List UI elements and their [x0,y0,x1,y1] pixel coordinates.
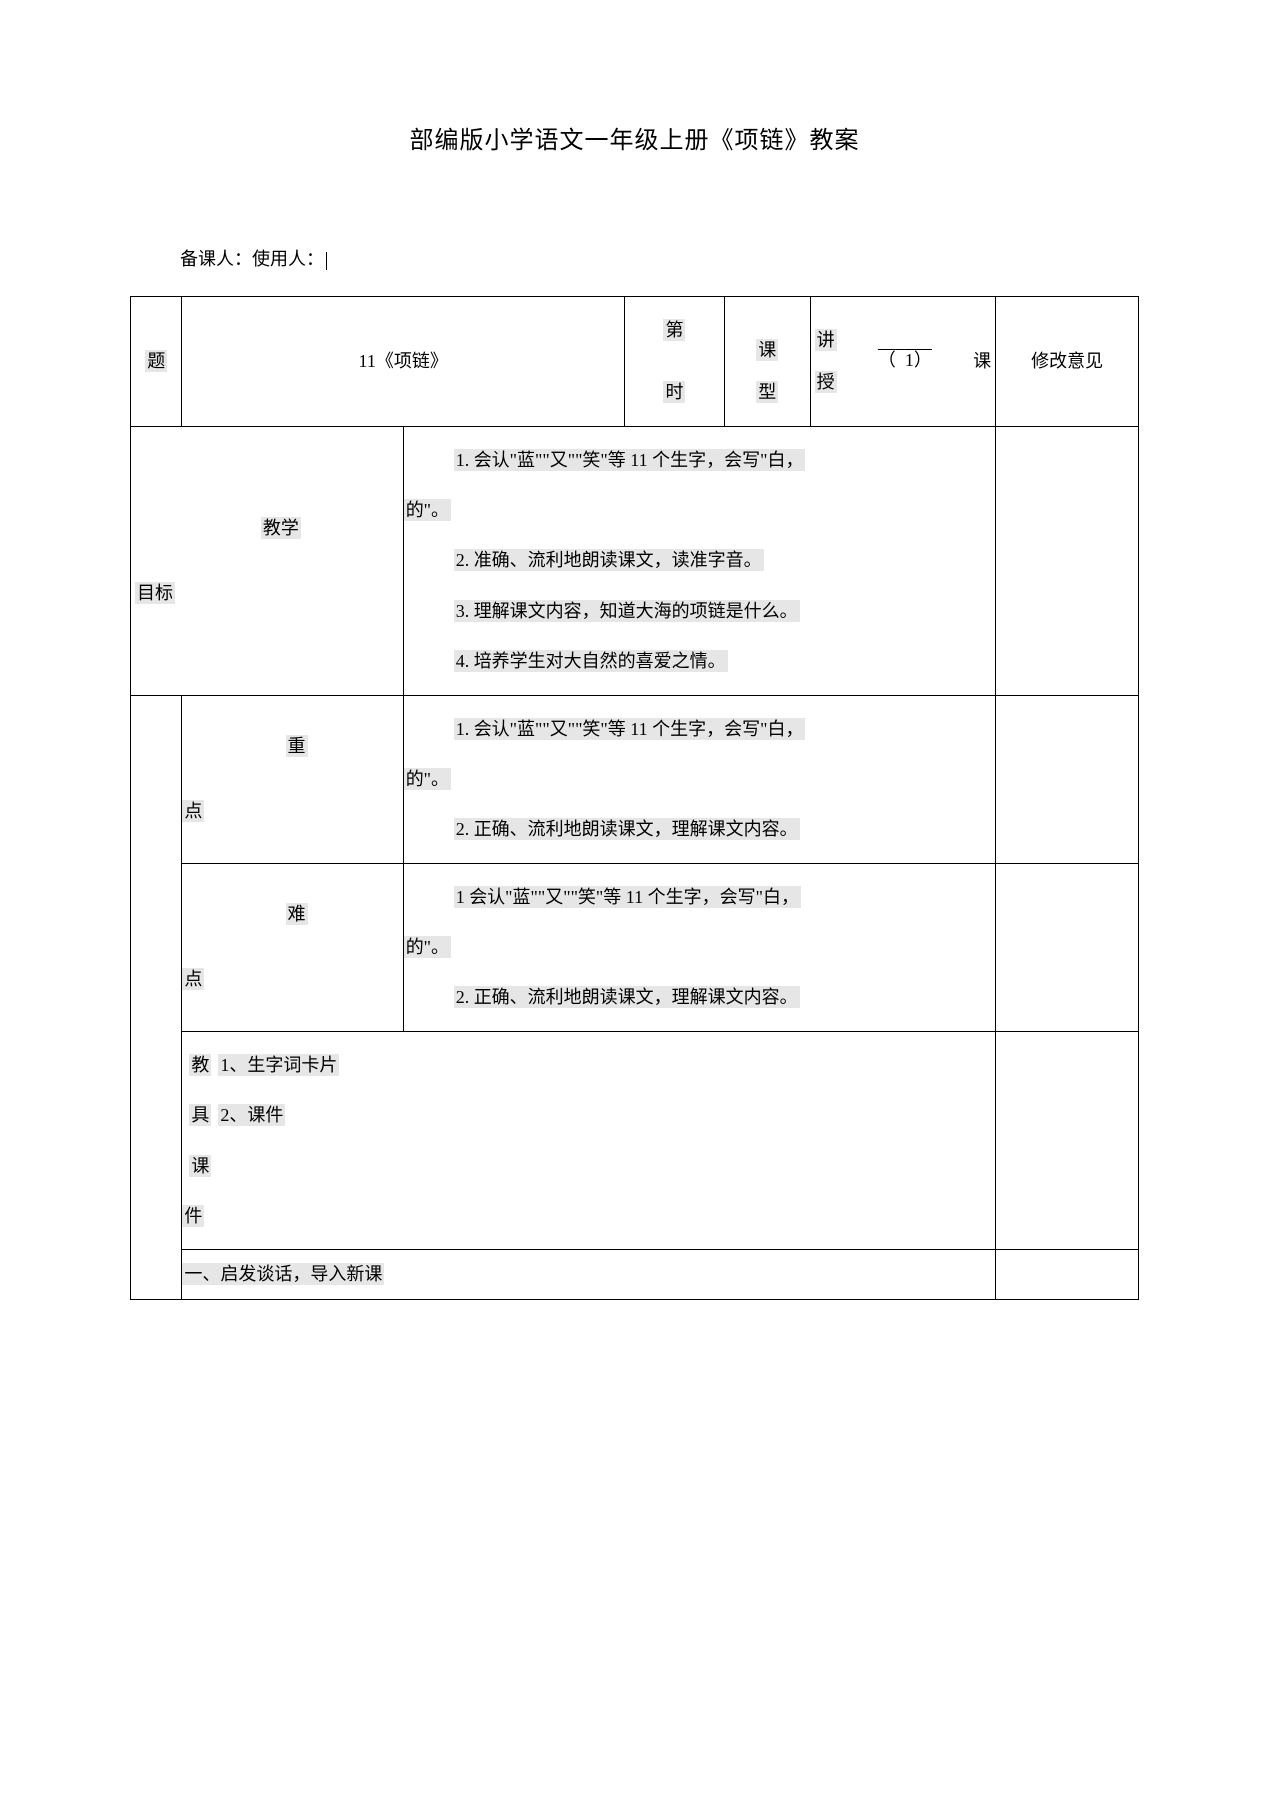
type-cell: 课 型 [724,296,810,426]
section-label-empty [131,695,182,1299]
key-label: 重 点 [182,695,403,863]
teach-cell: 讲 授 （ 1） 课 [810,296,996,426]
author-line: 备课人：使用人： [180,243,1139,275]
intro-comment [996,1250,1139,1299]
difficulty-comment [996,863,1139,1031]
goals-label: 教学 目标 [131,426,404,695]
difficulty-content: 1 会认"蓝""又""笑"等 11 个生字，会写"白， 的"。 2. 正确、流利… [403,863,995,1031]
key-content: 1. 会认"蓝""又""笑"等 11 个生字，会写"白， 的"。 2. 正确、流… [403,695,995,863]
lesson-title-cell: 11《项链》 [182,296,625,426]
author-text: 备课人：使用人： [180,249,324,269]
key-comment [996,695,1139,863]
goals-content: 1. 会认"蓝""又""笑"等 11 个生字，会写"白， 的"。 2. 准确、流… [403,426,995,695]
difficulty-label: 难 点 [182,863,403,1031]
text-cursor [326,252,327,270]
lesson-plan-table: 题 11《项链》 第 时 课 型 讲 授 （ 1） [130,296,1139,1300]
tools-comment [996,1031,1139,1250]
document-title: 部编版小学语文一年级上册《项链》教案 [130,120,1139,163]
comment-header-cell: 修改意见 [996,296,1139,426]
period-cell: 第 时 [624,296,724,426]
tools-cell: 教 具 课 1、生字词卡片 2、课件 件 [182,1031,996,1250]
intro-cell: 一、启发谈话，导入新课 [182,1250,996,1299]
row-label-topic: 题 [131,296,182,426]
goals-comment [996,426,1139,695]
